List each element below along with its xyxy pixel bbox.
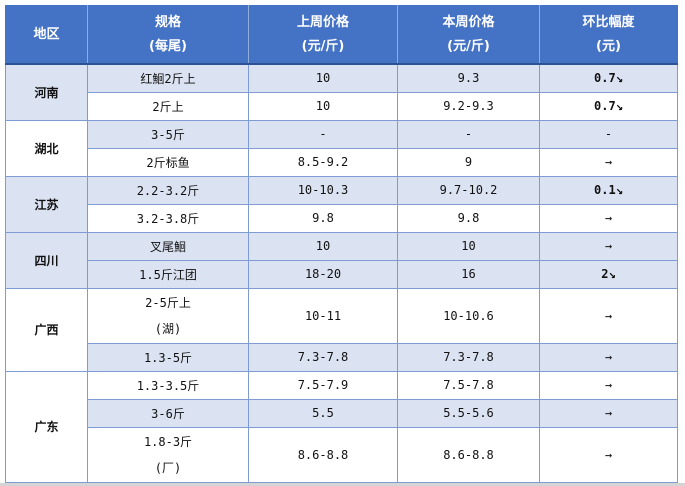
spec-line2: (厂): [154, 460, 182, 475]
region-cell-guangdong: 广东: [5, 370, 88, 483]
change-cell-flat-icon: →: [539, 426, 678, 483]
region-cell-henan: 河南: [5, 63, 88, 121]
this-week-price-cell: 9.2-9.3: [397, 91, 540, 121]
spec-cell: 叉尾鮰: [87, 231, 249, 261]
change-cell-flat-icon: →: [539, 342, 678, 372]
last-week-price-cell: 10: [248, 63, 398, 93]
this-week-price-cell: 9.3: [397, 63, 540, 93]
col-header-this-week-line1: 本周价格: [442, 14, 495, 30]
this-week-price-cell: 10: [397, 231, 540, 261]
col-header-change-line2: (元): [596, 38, 621, 54]
table-row: 2斤标鱼 8.5-9.2 9 →: [6, 147, 678, 177]
change-cell-down-icon: 0.7↘: [539, 63, 678, 93]
col-header-spec-line1: 规格: [154, 14, 181, 30]
col-header-change-line1: 环比幅度: [582, 14, 635, 30]
this-week-price-cell: 7.5-7.8: [397, 370, 540, 400]
change-cell-flat-icon: →: [539, 203, 678, 233]
this-week-price-cell: 9.8: [397, 203, 540, 233]
spec-cell: 1.3-5斤: [87, 342, 249, 372]
spec-cell: 1.8-3斤 (厂): [87, 426, 249, 483]
col-header-last-week-line2: (元/斤): [301, 38, 345, 54]
spec-cell: 2.2-3.2斤: [87, 175, 249, 205]
region-cell-jiangsu: 江苏: [5, 175, 88, 233]
spec-cell: 2斤标鱼: [87, 147, 249, 177]
change-cell-dash: -: [539, 119, 678, 149]
col-header-last-week: 上周价格 (元/斤): [248, 5, 398, 65]
col-header-last-week-line1: 上周价格: [296, 14, 349, 30]
last-week-price-cell: 10: [248, 231, 398, 261]
last-week-price-cell: 9.8: [248, 203, 398, 233]
table-row: 广东 1.3-3.5斤 7.5-7.9 7.5-7.8 →: [5, 370, 678, 483]
change-cell-flat-icon: →: [539, 147, 678, 177]
last-week-price-cell: 7.3-7.8: [248, 342, 398, 372]
last-week-price-cell: 10-10.3: [248, 175, 398, 205]
spec-cell: 1.3-3.5斤: [87, 370, 249, 400]
spec-cell: 2-5斤上 (湖): [87, 287, 249, 344]
spec-cell: 红鮰2斤上: [87, 63, 249, 93]
this-week-price-cell: 5.5-5.6: [397, 398, 540, 428]
table-header: 地区 规格 (每尾) 上周价格 (元/斤) 本周价格 (元/斤) 环比幅度 (元…: [5, 5, 678, 65]
spec-cell: 3-5斤: [87, 119, 249, 149]
change-cell-flat-icon: →: [539, 287, 678, 344]
table-row: 1.3-5斤 7.3-7.8 7.3-7.8 →: [6, 342, 678, 372]
table-row: 1.8-3斤 (厂) 8.6-8.8 8.6-8.8 →: [6, 426, 678, 483]
change-cell-down-icon: 2↘: [539, 259, 678, 289]
this-week-price-cell: 8.6-8.8: [397, 426, 540, 483]
spec-line2: (湖): [154, 321, 182, 336]
last-week-price-cell: 10-11: [248, 287, 398, 344]
last-week-price-cell: 10: [248, 91, 398, 121]
this-week-price-cell: 9.7-10.2: [397, 175, 540, 205]
col-header-change: 环比幅度 (元): [539, 5, 678, 65]
spec-cell: 1.5斤江团: [87, 259, 249, 289]
table-row: 四川 叉尾鮰 10 10 →: [5, 231, 678, 289]
last-week-price-cell: -: [248, 119, 398, 149]
spec-cell: 3.2-3.8斤: [87, 203, 249, 233]
screenshot-bottom-edge: [0, 483, 685, 486]
this-week-price-cell: 10-10.6: [397, 287, 540, 344]
last-week-price-cell: 8.6-8.8: [248, 426, 398, 483]
last-week-price-cell: 8.5-9.2: [248, 147, 398, 177]
spec-line1: 2-5斤上: [145, 295, 191, 310]
table-row: 广西 2-5斤上 (湖) 10-11 10-10.6 →: [5, 287, 678, 372]
table-row: 2斤上 10 9.2-9.3 0.7↘: [6, 91, 678, 121]
col-header-this-week: 本周价格 (元/斤): [397, 5, 540, 65]
col-header-region: 地区: [5, 5, 88, 65]
col-header-this-week-line2: (元/斤): [447, 38, 490, 54]
change-cell-flat-icon: →: [539, 231, 678, 261]
this-week-price-cell: 9: [397, 147, 540, 177]
this-week-price-cell: -: [397, 119, 540, 149]
change-cell-flat-icon: →: [539, 398, 678, 428]
change-cell-flat-icon: →: [539, 370, 678, 400]
change-cell-down-icon: 0.7↘: [539, 91, 678, 121]
table-row: 江苏 2.2-3.2斤 10-10.3 9.7-10.2 0.1↘: [5, 175, 678, 233]
table-row: 1.5斤江团 18-20 16 2↘: [6, 259, 678, 289]
table-row: 河南 红鮰2斤上 10 9.3 0.7↘: [5, 63, 678, 121]
spec-line1: 1.8-3斤: [143, 434, 193, 449]
region-cell-guangxi: 广西: [5, 287, 88, 372]
last-week-price-cell: 7.5-7.9: [248, 370, 398, 400]
region-cell-hubei: 湖北: [5, 119, 88, 177]
this-week-price-cell: 7.3-7.8: [397, 342, 540, 372]
spec-cell: 2斤上: [87, 91, 249, 121]
col-header-spec: 规格 (每尾): [87, 5, 249, 65]
last-week-price-cell: 5.5: [248, 398, 398, 428]
table-row: 3-6斤 5.5 5.5-5.6 →: [6, 398, 678, 428]
this-week-price-cell: 16: [397, 259, 540, 289]
fish-price-table: 地区 规格 (每尾) 上周价格 (元/斤) 本周价格 (元/斤) 环比幅度 (元…: [5, 5, 678, 483]
col-header-region-line1: 地区: [33, 26, 60, 42]
last-week-price-cell: 18-20: [248, 259, 398, 289]
change-cell-down-icon: 0.1↘: [539, 175, 678, 205]
table-row: 湖北 3-5斤 - - -: [5, 119, 678, 177]
region-cell-sichuan: 四川: [5, 231, 88, 289]
table-row: 3.2-3.8斤 9.8 9.8 →: [6, 203, 678, 233]
col-header-spec-line2: (每尾): [149, 38, 187, 54]
spec-cell: 3-6斤: [87, 398, 249, 428]
